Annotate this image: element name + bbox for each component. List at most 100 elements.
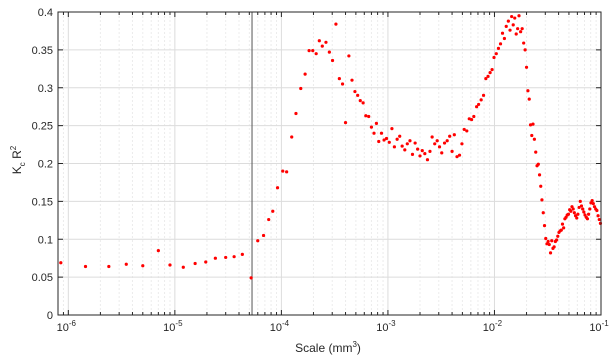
data-point — [337, 77, 341, 81]
data-point — [587, 212, 591, 216]
data-point — [460, 142, 464, 146]
data-point — [577, 205, 581, 210]
data-point — [486, 74, 490, 78]
data-point — [582, 210, 586, 214]
data-point — [504, 24, 508, 28]
data-point — [440, 151, 444, 155]
data-point — [508, 28, 512, 32]
data-point — [379, 131, 384, 135]
data-point — [330, 58, 335, 63]
data-point — [457, 153, 462, 157]
data-point — [311, 49, 315, 53]
data-point — [240, 252, 244, 256]
data-point — [511, 23, 515, 27]
data-point — [271, 209, 275, 213]
data-point — [598, 221, 603, 225]
data-point — [513, 16, 517, 20]
data-point — [550, 239, 554, 243]
data-point — [462, 127, 466, 132]
data-point — [516, 27, 520, 31]
data-point — [83, 264, 88, 269]
data-point — [527, 97, 531, 101]
data-point — [377, 139, 381, 144]
data-point — [261, 233, 266, 238]
data-point — [566, 212, 571, 216]
x-tick-label: 10-6 — [57, 319, 77, 334]
x-tick-label: 10-2 — [483, 319, 503, 334]
x-tick-label: 10-3 — [376, 319, 396, 334]
y-tick-label: 0.15 — [32, 196, 53, 208]
data-point — [539, 184, 543, 188]
data-point — [526, 89, 530, 93]
data-point — [382, 138, 386, 142]
y-tick-labels: 0 0.05 0.1 0.15 0.2 0.25 0.3 0.35 0.4 — [32, 7, 53, 322]
data-point — [542, 224, 547, 228]
data-point — [361, 101, 365, 105]
data-point — [595, 208, 599, 213]
data-point — [405, 142, 409, 146]
data-point — [588, 207, 592, 211]
data-point — [408, 139, 412, 143]
data-point — [369, 125, 374, 129]
data-point — [469, 117, 474, 122]
data-point — [546, 239, 550, 244]
data-point — [559, 228, 563, 232]
y-tick-label: 0.25 — [32, 121, 53, 133]
data-point — [256, 239, 260, 243]
data-point — [465, 129, 469, 133]
data-point — [484, 77, 488, 81]
data-point — [350, 78, 354, 82]
data-point — [448, 134, 452, 138]
y-tick-label: 0.1 — [38, 234, 53, 246]
data-points — [59, 14, 603, 280]
data-point — [428, 149, 432, 153]
data-point — [552, 245, 556, 249]
y-tick-label: 0.2 — [38, 159, 53, 171]
data-point — [437, 145, 442, 149]
data-point — [232, 255, 236, 259]
data-point — [356, 93, 360, 97]
data-point — [530, 133, 534, 138]
data-point — [510, 14, 514, 19]
data-point — [597, 217, 601, 222]
data-point — [372, 131, 376, 135]
data-point — [403, 148, 407, 152]
data-point — [285, 170, 289, 174]
data-point — [576, 212, 580, 216]
data-point — [475, 105, 479, 109]
data-point — [581, 207, 585, 211]
data-point — [324, 40, 328, 44]
data-point — [204, 260, 208, 264]
data-point — [299, 86, 303, 91]
data-point — [531, 122, 535, 126]
x-axis-label: Scale (mm3) — [295, 340, 361, 355]
data-point — [494, 52, 498, 56]
data-point — [455, 155, 459, 159]
data-point — [294, 111, 298, 116]
data-point — [347, 54, 351, 58]
data-point — [548, 251, 553, 255]
data-point — [420, 149, 424, 153]
data-point — [410, 152, 415, 157]
data-point — [496, 46, 501, 50]
data-point — [585, 217, 590, 221]
data-point — [307, 49, 311, 53]
data-point — [418, 154, 422, 158]
data-point — [519, 30, 523, 34]
data-point — [452, 133, 456, 137]
data-point — [193, 261, 197, 266]
data-point — [556, 234, 560, 238]
data-point — [425, 158, 430, 162]
data-point — [303, 72, 307, 76]
data-point — [213, 256, 217, 260]
x-tick-labels: 10-6 10-5 10-4 10-3 10-2 10-1 — [57, 319, 610, 334]
data-point — [340, 82, 345, 86]
y-tick-label: 0.4 — [38, 7, 53, 19]
data-point — [590, 199, 594, 203]
data-point — [374, 121, 379, 125]
data-point — [534, 150, 538, 154]
data-point — [537, 173, 542, 177]
data-point — [571, 207, 575, 211]
x-tick-label: 10-1 — [589, 319, 609, 334]
data-point — [498, 42, 503, 46]
